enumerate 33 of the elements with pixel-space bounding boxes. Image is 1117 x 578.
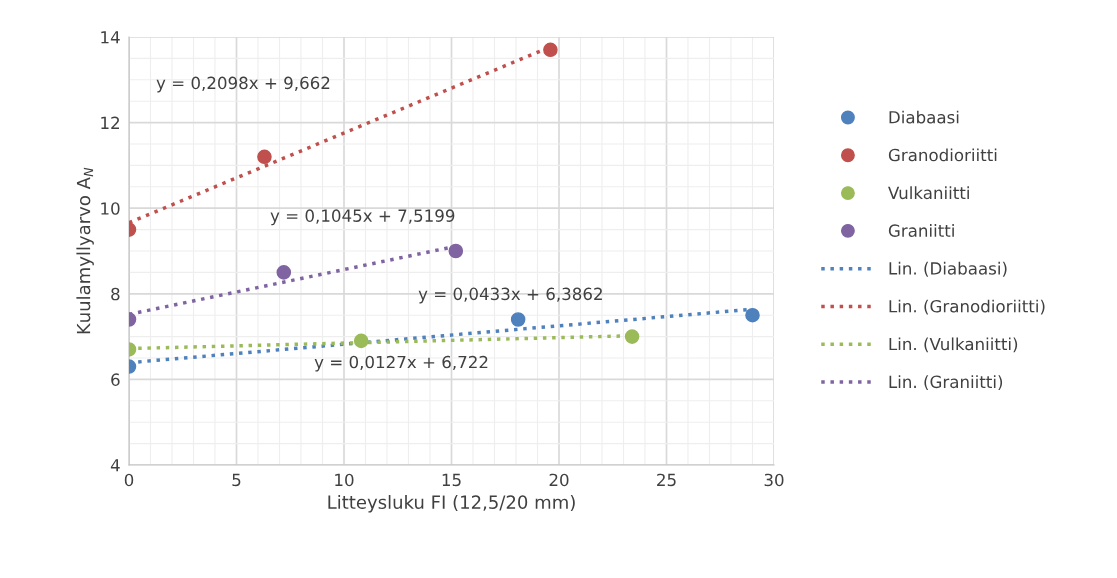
y-axis-title: Kuulamyllyarvo A$_{N}$ [76, 167, 94, 334]
point [745, 307, 760, 323]
x-axis-title: Litteysluku FI (12,5/20 mm) [328, 495, 575, 513]
point [510, 312, 526, 327]
y-tick-label: 4 [110, 459, 120, 472]
legend-label: Granodioriitti [888, 148, 997, 162]
x-tick-label: 15 [442, 473, 461, 487]
legend-label: Diabaasi [889, 110, 959, 124]
x-tick-label: 5 [232, 473, 241, 487]
annotation: y = 0,0127x + 6,722 [314, 355, 488, 372]
x-tick-label: 10 [335, 473, 354, 487]
legend-label: Lin. (Diabaasi) [889, 261, 1007, 277]
y-tick-label: 10 [101, 202, 120, 215]
annotation: y = 0,2098x + 9,662 [156, 76, 330, 93]
y-tick-label: 8 [111, 287, 120, 301]
point [624, 329, 640, 344]
point [353, 333, 369, 349]
point [543, 42, 558, 58]
legend-label: Graniitti [888, 224, 954, 237]
x-tick-label: 25 [657, 473, 676, 487]
x-tick-label: 20 [549, 473, 569, 487]
y-tick-label: 6 [111, 373, 120, 386]
legend-label: Vulkaniitti [888, 186, 969, 200]
annotation: y = 0,0433x + 6,3862 [418, 287, 602, 304]
y-tick-label: 14 [101, 31, 120, 44]
legend-label: Lin. (Vulkaniitti) [889, 337, 1018, 353]
x-tick-label: 30 [764, 473, 784, 487]
legend-label: Lin. (Granodioriitti) [889, 299, 1045, 315]
legend-label: Lin. (Graniitti) [889, 375, 1003, 391]
point [448, 243, 464, 259]
annotation: y = 0,1045x + 7,5199 [270, 209, 455, 226]
x-tick-label: 0 [124, 473, 134, 487]
y-tick-label: 12 [101, 116, 119, 129]
